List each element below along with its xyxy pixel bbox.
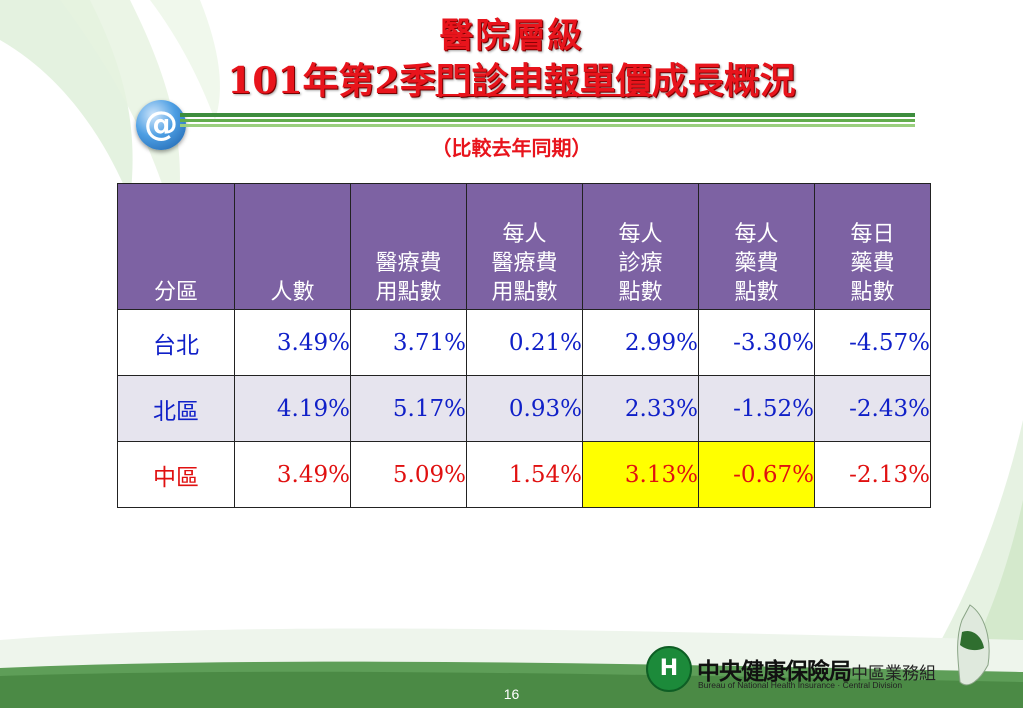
header-per-capita-medical-points: 每人 醫療費 用點數 xyxy=(466,183,583,310)
value-cell: 5.09% xyxy=(350,441,467,508)
subtitle: （比較去年同期） xyxy=(431,136,592,160)
region-cell: 北區 xyxy=(117,375,235,442)
nhi-logo-icon: H xyxy=(646,646,692,692)
division-name: 中區業務組 xyxy=(851,664,936,684)
header-medical-points: 醫療費 用點數 xyxy=(350,183,467,310)
highlighted-value-cell: -0.67% xyxy=(698,441,815,508)
header-per-capita-drug-points: 每人 藥費 點數 xyxy=(698,183,815,310)
value-cell: -1.52% xyxy=(698,375,815,442)
title-divider-line xyxy=(180,119,915,122)
title-divider-line xyxy=(180,113,915,117)
value-cell: 0.93% xyxy=(466,375,583,442)
header-per-capita-treatment-points: 每人 診療 點數 xyxy=(582,183,699,310)
title-suffix: 成長概況 xyxy=(651,60,796,102)
org-name-english: Bureau of National Health Insurance · Ce… xyxy=(698,680,903,690)
value-cell: -3.30% xyxy=(698,309,815,376)
title-divider-line xyxy=(180,124,915,127)
value-cell: 2.33% xyxy=(582,375,699,442)
growth-table: 分區 人數 醫療費 用點數 每人 醫療費 用點數 每人 診療 點數 每人 藥費 點數 每日 藥費… xyxy=(117,183,931,508)
title-prefix: 101年第2季 xyxy=(227,60,436,102)
value-cell: -2.43% xyxy=(814,375,931,442)
value-cell: -4.57% xyxy=(814,309,931,376)
value-cell: 0.21% xyxy=(466,309,583,376)
page-number: 16 xyxy=(503,686,520,702)
value-cell: 3.49% xyxy=(234,309,351,376)
header-row: 分區 人數 醫療費 用點數 每人 醫療費 用點數 每人 診療 點數 每人 藥費 點數 每日 藥費… xyxy=(117,183,931,310)
value-cell: 4.19% xyxy=(234,375,351,442)
header-daily-drug-points: 每日 藥費 點數 xyxy=(814,183,931,310)
org-name: 中央健康保險局中區業務組 xyxy=(697,659,936,685)
title-line-1: 醫院層級 xyxy=(439,16,584,56)
title-underlined: 門診申報單價 xyxy=(435,60,652,102)
table-row: 北區 4.19% 5.17% 0.93% 2.33% -1.52% -2.43% xyxy=(117,375,931,442)
region-cell: 中區 xyxy=(117,441,235,508)
highlighted-value-cell: 3.13% xyxy=(582,441,699,508)
header-region: 分區 xyxy=(117,183,235,310)
value-cell: 3.71% xyxy=(350,309,467,376)
value-cell: 1.54% xyxy=(466,441,583,508)
value-cell: 3.49% xyxy=(234,441,351,508)
region-cell: 台北 xyxy=(117,309,235,376)
table-row: 台北 3.49% 3.71% 0.21% 2.99% -3.30% -4.57% xyxy=(117,309,931,376)
at-sign-icon: @ xyxy=(136,100,186,150)
value-cell: -2.13% xyxy=(814,441,931,508)
table-row: 中區 3.49% 5.09% 1.54% 3.13% -0.67% -2.13% xyxy=(117,441,931,508)
title-line-2: 101年第2季門診申報單價成長概況 xyxy=(0,52,1023,104)
value-cell: 2.99% xyxy=(582,309,699,376)
header-patients: 人數 xyxy=(234,183,351,310)
value-cell: 5.17% xyxy=(350,375,467,442)
